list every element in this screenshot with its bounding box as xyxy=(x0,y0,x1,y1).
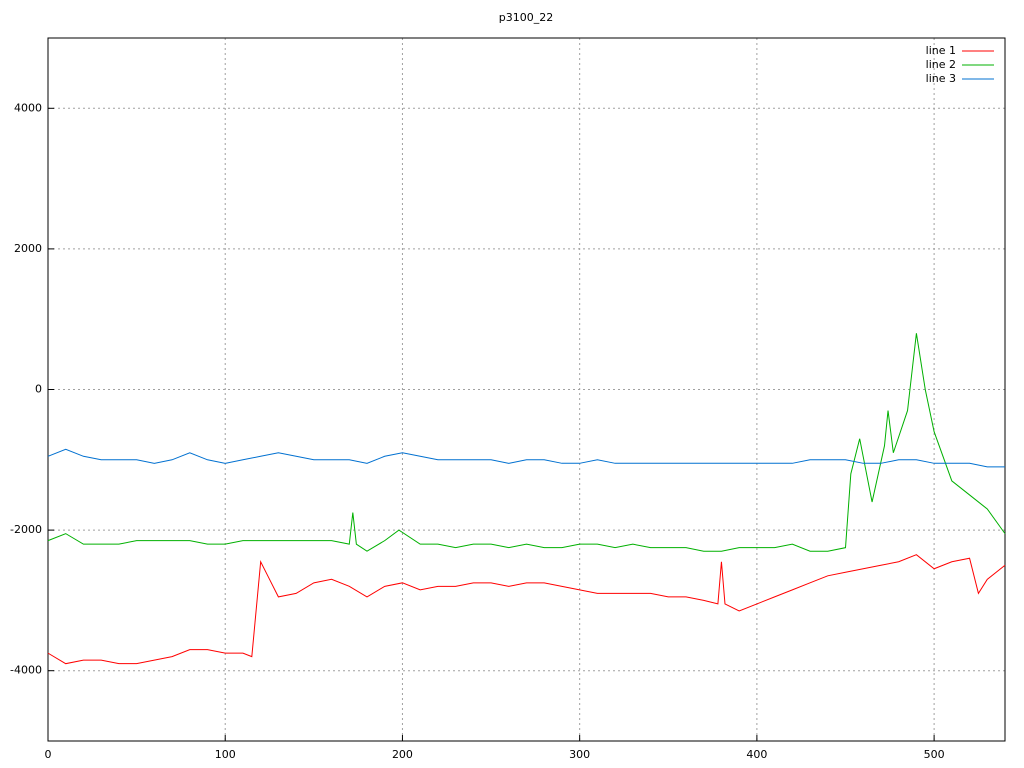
y-tick-label: 0 xyxy=(35,383,42,396)
line-series xyxy=(47,333,1006,552)
y-tick-label: -4000 xyxy=(10,664,42,677)
x-tick-label: 300 xyxy=(569,748,590,761)
plot-border xyxy=(47,37,1006,742)
line-series xyxy=(47,448,1005,468)
x-tick-label: 500 xyxy=(924,748,945,761)
x-tick-label: 100 xyxy=(215,748,236,761)
legend-label: line 3 xyxy=(926,72,956,85)
legend-label: line 1 xyxy=(926,44,956,57)
y-tick-label: 2000 xyxy=(14,242,42,255)
legend-label: line 2 xyxy=(926,58,956,71)
y-tick-label: -2000 xyxy=(10,523,42,536)
x-tick-label: 200 xyxy=(392,748,413,761)
chart-title: p3100_22 xyxy=(499,11,553,24)
x-tick-label: 400 xyxy=(746,748,767,761)
y-tick-label: 4000 xyxy=(14,101,42,114)
x-tick-label: 0 xyxy=(45,748,52,761)
line-series xyxy=(47,554,1006,665)
